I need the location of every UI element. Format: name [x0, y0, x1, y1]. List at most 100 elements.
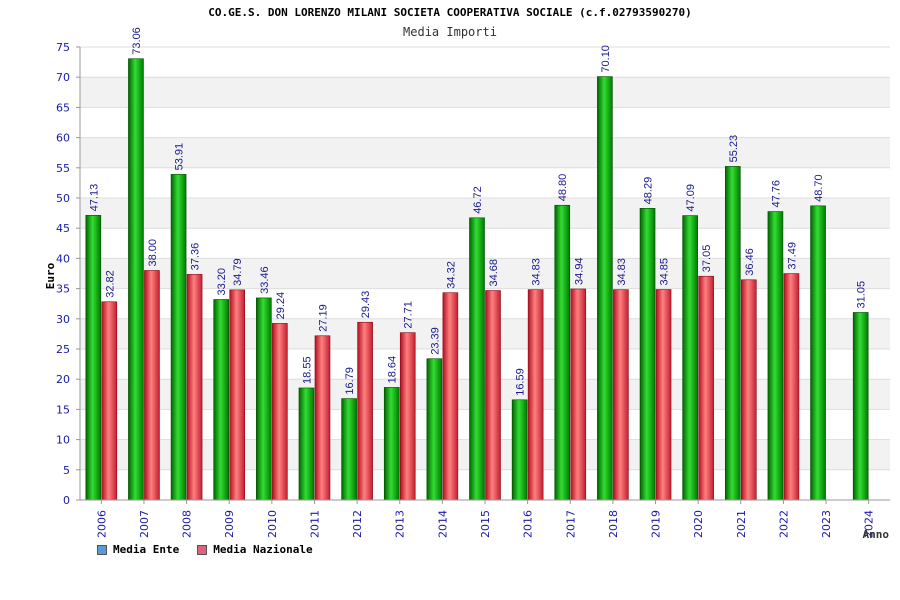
bar-value-label: 27.71 — [403, 301, 415, 329]
x-tick-label: 2020 — [692, 510, 705, 538]
bar-media-ente — [341, 398, 357, 501]
bar-value-label: 37.49 — [786, 242, 798, 270]
bar-media-ente — [511, 399, 528, 501]
bar-value-label: 34.68 — [488, 259, 500, 287]
y-tick-label: 10 — [56, 434, 70, 447]
bar-media-ente — [213, 299, 230, 501]
bar-value-label: 48.29 — [643, 177, 655, 205]
bar-media-ente — [597, 76, 613, 501]
bar-media-ente — [852, 312, 869, 501]
bar-value-label: 34.83 — [531, 258, 543, 286]
bar-value-label: 34.32 — [445, 261, 457, 289]
bar-media-nazionale — [272, 323, 288, 501]
bar-value-label: 23.39 — [429, 327, 441, 355]
bar-value-label: 34.94 — [573, 257, 585, 285]
bar-media-nazionale — [613, 289, 629, 501]
bar-media-nazionale — [740, 279, 757, 501]
y-axis-ticks: 0 5 10 15 20 25 30 35 40 45 50 55 60 65 70 75 — [56, 41, 80, 507]
y-tick-label: 5 — [63, 464, 70, 477]
x-tick-label: 2011 — [308, 510, 321, 538]
bar-value-label: 29.43 — [360, 291, 372, 319]
plot-band — [80, 47, 890, 78]
bar-media-ente — [256, 297, 272, 501]
bar-value-label: 53.91 — [174, 143, 186, 171]
bar-value-label: 36.46 — [744, 248, 756, 276]
chart-subtitle: Media Importi — [403, 25, 497, 39]
bar-media-ente — [383, 387, 400, 501]
bar-media-ente — [682, 215, 698, 501]
bar-value-label: 33.46 — [259, 266, 271, 294]
legend-label-media-ente: Media Ente — [113, 543, 180, 556]
bar-media-nazionale — [186, 274, 203, 501]
bar-value-label: 32.82 — [104, 270, 116, 298]
y-tick-label: 15 — [56, 403, 70, 416]
legend: Media Ente Media Nazionale — [97, 543, 313, 556]
bars — [85, 58, 869, 501]
bar-value-label: 47.13 — [88, 184, 100, 212]
bar-media-nazionale — [399, 332, 416, 501]
bar-value-label: 37.05 — [701, 245, 713, 273]
bar-media-nazionale — [527, 289, 544, 501]
y-tick-label: 45 — [56, 222, 70, 235]
plot-band — [80, 107, 890, 138]
bar-media-ente — [810, 205, 826, 501]
bar-media-ente — [298, 387, 315, 501]
x-tick-label: 2016 — [522, 510, 535, 538]
plot-band — [80, 167, 890, 198]
plot-band — [80, 137, 890, 168]
bar-value-label: 18.55 — [301, 356, 313, 384]
plot-band — [80, 77, 890, 108]
y-tick-label: 60 — [56, 132, 70, 145]
bar-value-label: 27.19 — [317, 304, 329, 332]
x-tick-label: 2023 — [820, 510, 833, 538]
bar-value-label: 16.59 — [515, 368, 527, 396]
legend-swatch-media-nazionale — [197, 544, 208, 555]
bar-value-label: 34.83 — [616, 258, 628, 286]
bar-media-nazionale — [357, 321, 373, 501]
bar-media-ente — [128, 58, 144, 501]
bar-value-label: 34.79 — [232, 258, 244, 286]
bar-media-nazionale — [655, 289, 672, 501]
chart-title: CO.GE.S. DON LORENZO MILANI SOCIETA COOP… — [208, 6, 692, 19]
bar-value-label: 73.06 — [131, 27, 143, 55]
y-tick-label: 35 — [56, 283, 70, 296]
x-tick-label: 2006 — [95, 510, 108, 538]
y-tick-label: 70 — [56, 71, 70, 84]
x-tick-label: 2019 — [650, 510, 663, 538]
bar-value-label: 70.10 — [600, 45, 612, 73]
bar-value-label: 55.23 — [728, 135, 740, 163]
bar-value-label: 34.85 — [659, 258, 671, 286]
bar-media-nazionale — [101, 301, 118, 501]
y-tick-label: 55 — [56, 162, 70, 175]
bar-value-label: 47.76 — [770, 180, 782, 208]
bar-media-nazionale — [314, 335, 331, 501]
bar-media-ente — [767, 211, 784, 501]
x-axis-label: Anno — [863, 528, 890, 541]
x-tick-label: 2021 — [735, 510, 748, 538]
y-tick-label: 75 — [56, 41, 70, 54]
bar-media-nazionale — [485, 290, 501, 501]
x-tick-label: 2008 — [181, 510, 194, 538]
x-tick-label: 2017 — [564, 510, 577, 538]
bar-media-nazionale — [442, 292, 459, 501]
bar-media-ente — [639, 208, 656, 501]
bar-value-label: 47.09 — [685, 184, 697, 212]
bar-media-ente — [554, 204, 571, 501]
bar-media-ente — [170, 174, 187, 501]
x-tick-label: 2010 — [266, 510, 279, 538]
bar-value-label: 48.70 — [813, 174, 825, 202]
y-tick-label: 25 — [56, 343, 70, 356]
bar-media-ente — [469, 217, 485, 501]
bar-value-label: 33.20 — [216, 268, 228, 296]
x-tick-label: 2013 — [394, 510, 407, 538]
legend-swatch-media-ente — [97, 544, 107, 555]
x-tick-label: 2009 — [223, 510, 236, 538]
y-tick-label: 30 — [56, 313, 70, 326]
legend-item-media-nazionale: Media Nazionale — [197, 543, 313, 556]
x-tick-label: 2015 — [479, 510, 492, 538]
y-tick-label: 50 — [56, 192, 70, 205]
x-tick-label: 2012 — [351, 510, 364, 538]
bar-media-nazionale — [783, 273, 800, 501]
bar-value-label: 37.36 — [190, 243, 202, 271]
